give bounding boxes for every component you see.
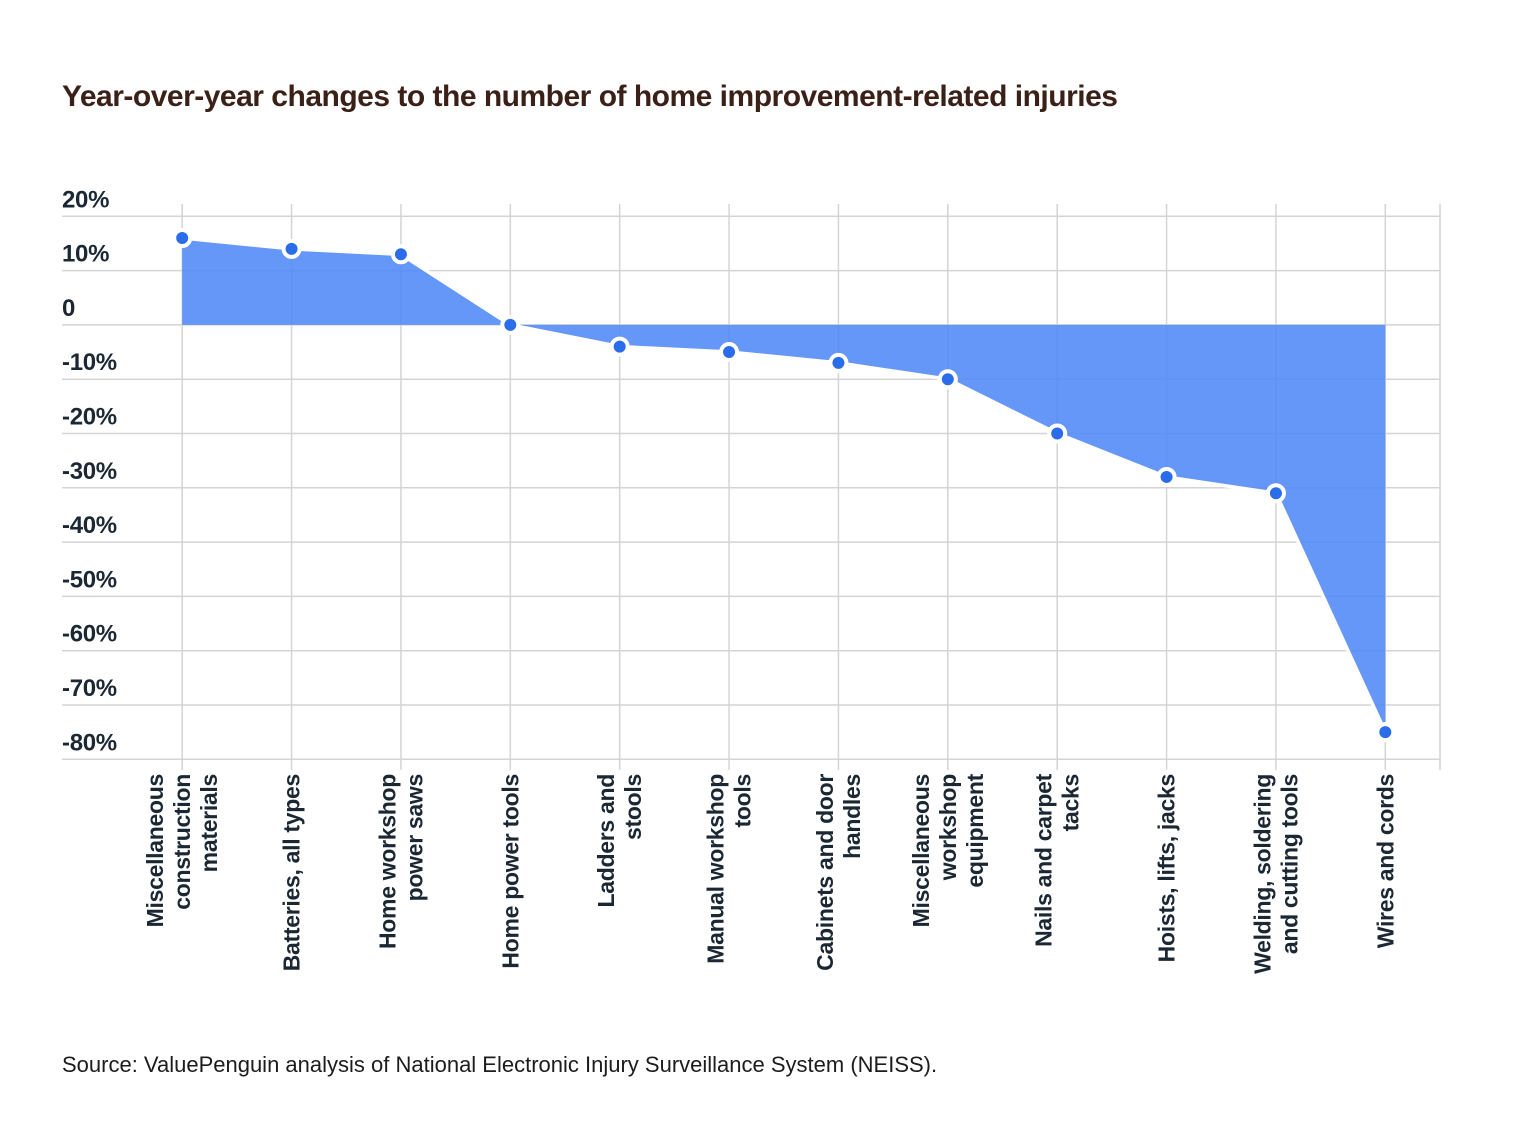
y-axis-label: -40% bbox=[62, 512, 117, 539]
y-axis-label: -60% bbox=[62, 621, 117, 648]
series-line bbox=[182, 236, 1387, 733]
x-axis-label: construction bbox=[169, 774, 195, 910]
y-axis-label: -50% bbox=[62, 566, 117, 593]
x-axis-label: Home power tools bbox=[497, 774, 523, 969]
x-axis-label: stools bbox=[620, 774, 646, 840]
data-point bbox=[281, 238, 302, 259]
x-axis-label: Cabinets and door bbox=[812, 774, 838, 971]
data-point bbox=[500, 314, 521, 335]
x-axis-label: Hoists, lifts, jacks bbox=[1154, 774, 1180, 962]
data-point bbox=[172, 228, 193, 249]
source-note: Source: ValuePenguin analysis of Nationa… bbox=[62, 1052, 938, 1077]
y-axis-label: 10% bbox=[62, 241, 109, 268]
x-axis-label: Wires and cords bbox=[1372, 774, 1398, 948]
y-axis-label: -80% bbox=[62, 729, 117, 756]
x-axis-label: Ladders and bbox=[593, 774, 619, 907]
data-point bbox=[937, 369, 958, 390]
x-axis-label: Miscellaneous bbox=[908, 774, 934, 927]
x-axis-label: tools bbox=[730, 774, 756, 827]
x-axis-label: handles bbox=[839, 774, 865, 859]
x-axis-label: Nails and carpet bbox=[1031, 773, 1057, 947]
data-point bbox=[1265, 483, 1286, 504]
data-point bbox=[1047, 423, 1068, 444]
y-axis-label: 0 bbox=[62, 295, 75, 322]
data-point bbox=[609, 336, 630, 357]
x-axis-label: materials bbox=[196, 774, 222, 872]
x-axis-label: Miscellaneous bbox=[142, 774, 168, 927]
y-axis-label: -30% bbox=[62, 458, 117, 485]
area-fill bbox=[182, 238, 1386, 733]
y-axis-label: -20% bbox=[62, 404, 117, 431]
x-axis-label: equipment bbox=[962, 773, 988, 887]
x-axis-label: workshop bbox=[935, 774, 961, 881]
x-axis-label: Home workshop bbox=[374, 774, 400, 949]
data-point bbox=[719, 342, 740, 363]
y-axis-label: -70% bbox=[62, 675, 117, 702]
x-axis-label: Welding, soldering bbox=[1249, 774, 1275, 974]
chart-title: Year-over-year changes to the number of … bbox=[62, 80, 1118, 113]
x-axis-label: Manual workshop bbox=[703, 774, 729, 964]
x-axis-label: tacks bbox=[1058, 774, 1084, 831]
x-axis-label: Batteries, all types bbox=[279, 774, 305, 971]
x-axis-label: and cutting tools bbox=[1276, 774, 1302, 954]
data-point bbox=[1375, 722, 1396, 743]
data-point bbox=[1156, 466, 1177, 487]
data-point bbox=[390, 244, 411, 265]
y-axis-label: 20% bbox=[62, 186, 109, 213]
x-axis-label: power saws bbox=[401, 774, 427, 901]
data-point bbox=[828, 352, 849, 373]
y-axis-label: -10% bbox=[62, 349, 117, 376]
